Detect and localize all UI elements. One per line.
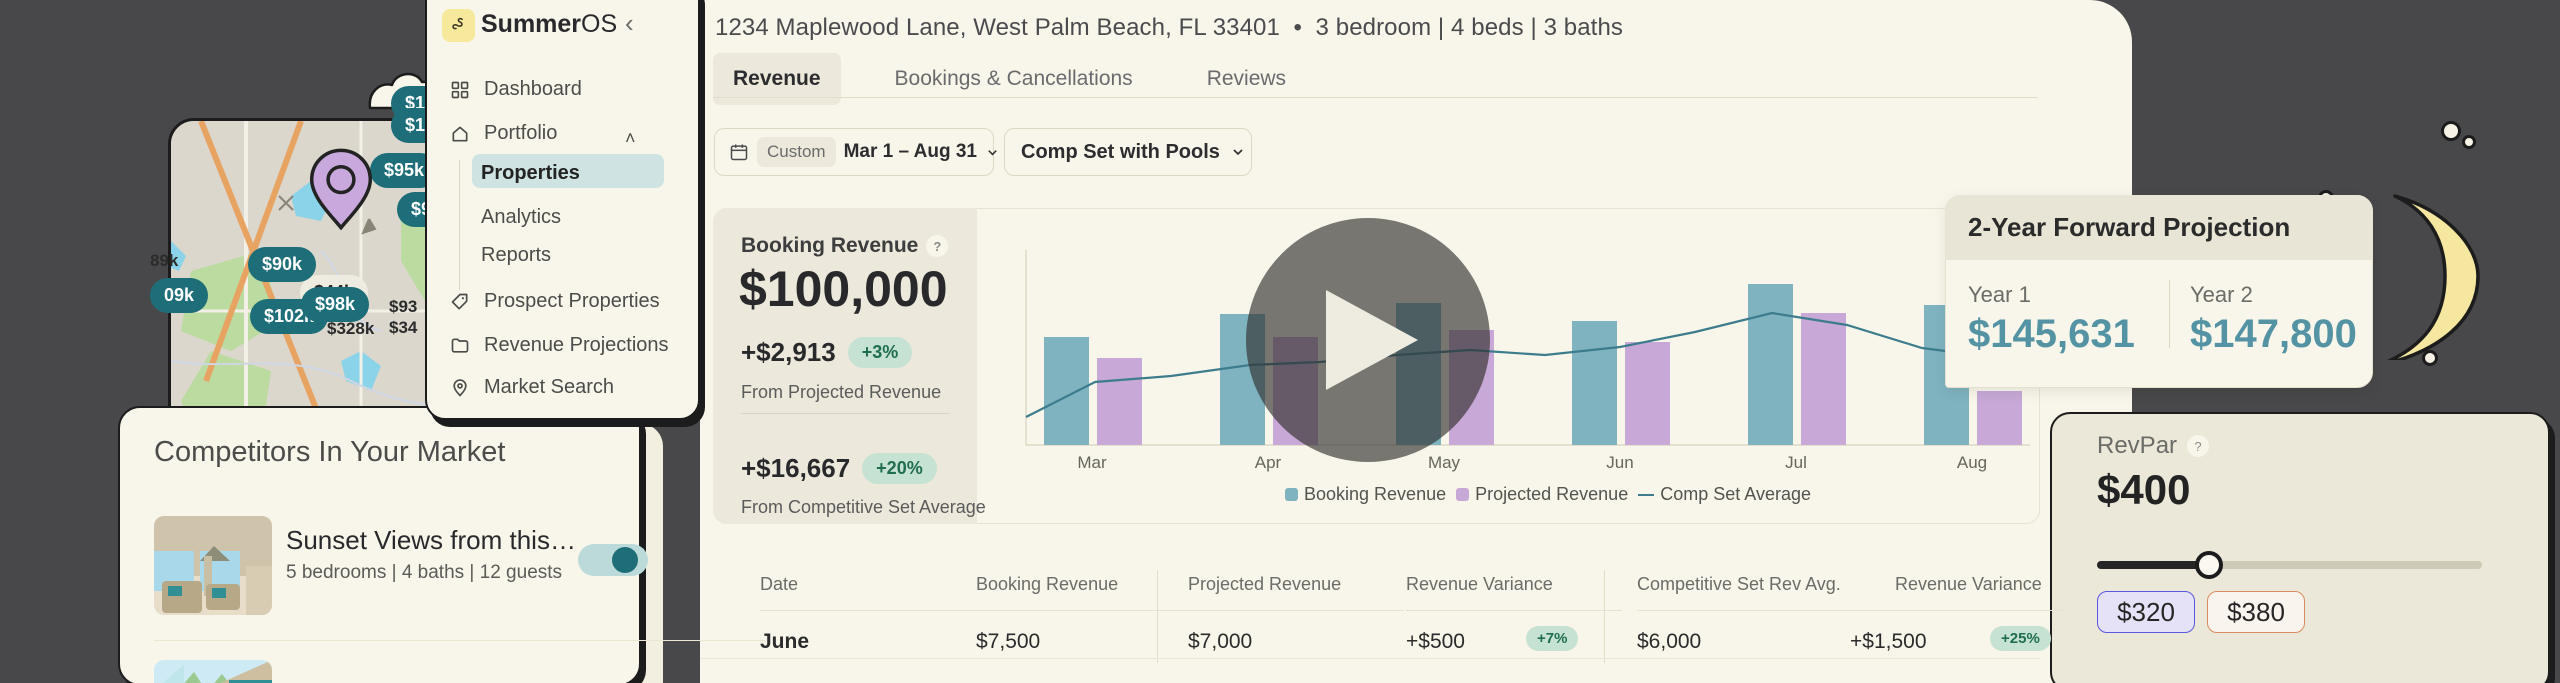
svg-text:Mar: Mar xyxy=(1077,453,1107,472)
svg-text:Jul: Jul xyxy=(1785,453,1807,472)
svg-text:Jun: Jun xyxy=(1606,453,1633,472)
svg-text:Aug: Aug xyxy=(1957,453,1987,472)
svg-text:Apr: Apr xyxy=(1255,453,1282,472)
svg-text:May: May xyxy=(1428,453,1461,472)
